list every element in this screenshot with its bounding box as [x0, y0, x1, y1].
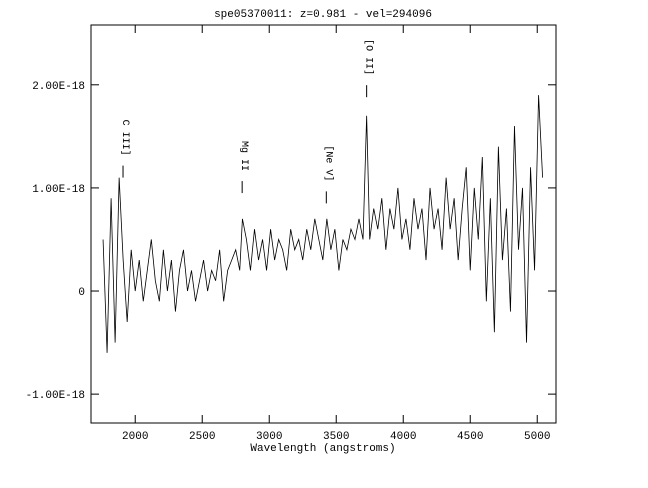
- spectrum-line: [102, 95, 543, 353]
- annotation-label: [Ne V]: [322, 145, 334, 181]
- y-tick-label: 2.00E-18: [32, 81, 85, 93]
- annotation-label: C III]: [119, 120, 131, 156]
- y-tick-label: -1.00E-18: [26, 390, 85, 402]
- y-tick-label: 1.00E-18: [32, 184, 85, 196]
- x-tick-label: 5000: [524, 431, 550, 443]
- annotation-label: [O II]: [363, 39, 375, 75]
- chart-title: spe05370011: z=0.981 - vel=294096: [214, 9, 432, 21]
- annotation-label: Mg II: [238, 141, 249, 171]
- x-tick-label: 4500: [457, 431, 483, 443]
- x-tick-label: 4000: [390, 431, 416, 443]
- y-tick-label: 0: [78, 287, 85, 299]
- x-tick-label: 3500: [323, 431, 349, 443]
- x-tick-label: 3000: [256, 431, 282, 443]
- x-axis-label: Wavelength (angstroms): [250, 443, 395, 455]
- x-tick-label: 2000: [122, 431, 148, 443]
- x-tick-label: 2500: [189, 431, 215, 443]
- plot-frame: [90, 24, 557, 424]
